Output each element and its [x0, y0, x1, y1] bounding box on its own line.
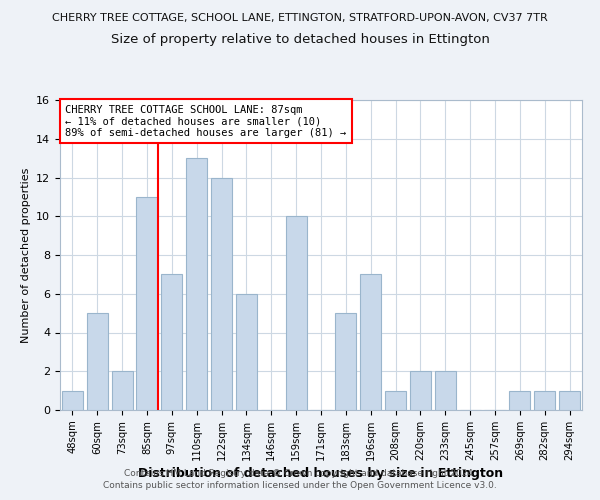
Bar	[286, 216, 307, 410]
Bar	[385, 390, 406, 410]
Bar	[62, 390, 83, 410]
Bar	[509, 390, 530, 410]
Bar	[112, 371, 133, 410]
Bar	[236, 294, 257, 410]
Bar	[534, 390, 555, 410]
Bar	[87, 313, 108, 410]
X-axis label: Distribution of detached houses by size in Ettington: Distribution of detached houses by size …	[139, 467, 503, 480]
Text: CHERRY TREE COTTAGE, SCHOOL LANE, ETTINGTON, STRATFORD-UPON-AVON, CV37 7TR: CHERRY TREE COTTAGE, SCHOOL LANE, ETTING…	[52, 12, 548, 22]
Text: Contains public sector information licensed under the Open Government Licence v3: Contains public sector information licen…	[103, 481, 497, 490]
Bar	[186, 158, 207, 410]
Text: CHERRY TREE COTTAGE SCHOOL LANE: 87sqm
← 11% of detached houses are smaller (10): CHERRY TREE COTTAGE SCHOOL LANE: 87sqm ←…	[65, 104, 346, 138]
Bar	[161, 274, 182, 410]
Bar	[211, 178, 232, 410]
Text: Contains HM Land Registry data © Crown copyright and database right 2024.: Contains HM Land Registry data © Crown c…	[124, 468, 476, 477]
Bar	[410, 371, 431, 410]
Text: Size of property relative to detached houses in Ettington: Size of property relative to detached ho…	[110, 32, 490, 46]
Bar	[335, 313, 356, 410]
Bar	[360, 274, 381, 410]
Bar	[559, 390, 580, 410]
Y-axis label: Number of detached properties: Number of detached properties	[20, 168, 31, 342]
Bar	[136, 197, 158, 410]
Bar	[435, 371, 456, 410]
